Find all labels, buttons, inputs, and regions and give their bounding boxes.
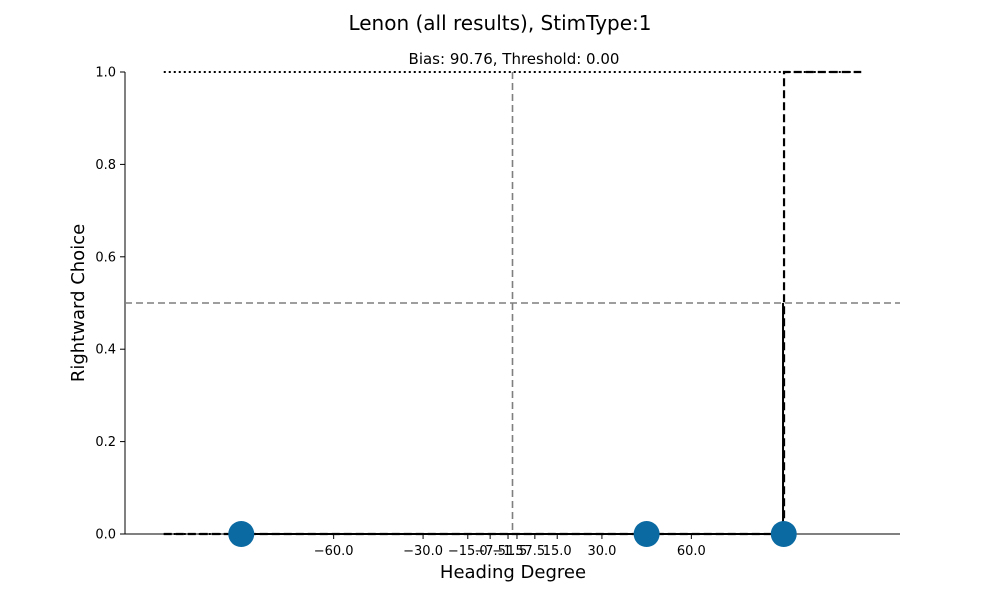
chart-title: Lenon (all results), StimType:1 [348, 11, 651, 35]
y-tick-label: 0.0 [95, 528, 116, 543]
data-point [770, 521, 797, 547]
y-tick-label: 0.4 [95, 343, 116, 358]
data-point [633, 521, 660, 547]
y-tick-label: 0.2 [95, 435, 116, 450]
y-tick-label: 1.0 [95, 66, 116, 81]
x-axis-label: Heading Degree [440, 562, 586, 583]
chart-subtitle: Bias: 90.76, Threshold: 0.00 [409, 50, 620, 68]
x-tick-label: −60.0 [314, 544, 354, 559]
x-tick-label: 1.5 [507, 544, 528, 559]
y-axis-label: Rightward Choice [68, 224, 89, 382]
x-tick-label: 60.0 [677, 544, 706, 559]
x-tick-label: −15.0 [448, 544, 488, 559]
x-tick-label: 15.0 [543, 544, 572, 559]
y-tick-label: 0.8 [95, 158, 116, 173]
data-point [228, 521, 255, 547]
plot-area: 0.0 0.2 0.4 0.6 0.8 1.0 −60.0 −30.0 −15.0−7.5−1.… [95, 66, 900, 559]
x-tick-label: −30.0 [403, 544, 443, 559]
x-tick-label: 7.5 [525, 544, 546, 559]
x-tick-label: −7.5 [474, 544, 506, 559]
y-tick-label: 0.6 [95, 250, 116, 265]
x-tick-label: −1.5 [492, 544, 524, 559]
fit-curve-dashed [163, 70, 862, 536]
x-tick-label: 30.0 [587, 544, 616, 559]
